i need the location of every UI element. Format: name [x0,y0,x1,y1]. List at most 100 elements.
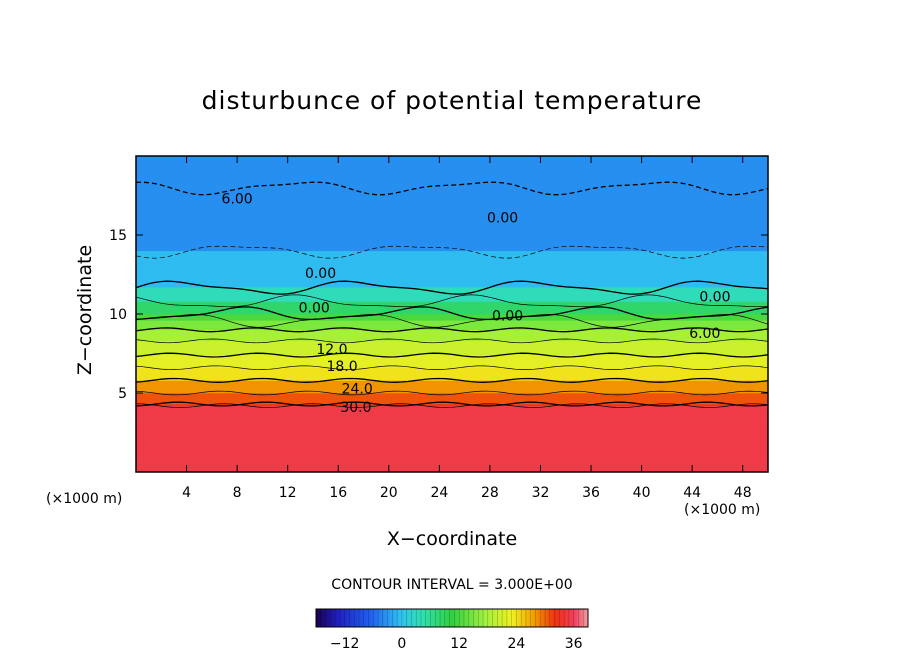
field-band [136,438,768,441]
field-band [136,351,768,354]
field-band [136,343,768,346]
contour-label: 0.00 [492,309,523,325]
field-band [136,383,768,386]
field-band [136,233,768,236]
field-band [136,444,768,448]
field-band [136,291,768,294]
field-band [136,465,768,468]
field-band [136,168,768,171]
contour-line [136,401,768,407]
field-band [136,448,768,451]
field-band [136,387,768,391]
field-band [136,275,768,278]
field-band [136,389,768,392]
field-band [136,212,768,215]
field-band [136,411,768,414]
field-band [136,454,768,457]
field-band [136,468,768,471]
field-band [136,165,768,168]
field-band [136,156,768,158]
field-band [136,301,768,304]
contour-labels: 6.00 0.00 0.00 0.00 0.00 0.00 6.00 12.018.0 24.0… [222,192,731,417]
colorbar [315,608,589,628]
field-band [136,266,768,269]
field-band [136,269,768,272]
colorbar-tick-label: 36 [565,636,583,652]
field-band [136,357,768,361]
field-band [136,179,768,182]
field-band [136,323,768,326]
field-band [136,193,768,196]
field-band [136,375,768,378]
colorbar-tick-label: 24 [508,636,526,652]
field-band [136,196,768,199]
field-band [136,376,768,380]
field-band [136,432,768,435]
x-tick-label: 12 [279,485,297,501]
contour-label: 0.00 [487,211,518,227]
field-band [136,271,768,274]
field-band [136,356,768,359]
field-band [136,274,768,277]
field-band [136,425,768,429]
contour-line [136,403,768,408]
y-tick-label: 10 [109,307,127,323]
field-band [136,158,768,162]
field-band [136,253,768,256]
x-axis: 4 8 12 16 20 24 28 32 36 40 44 48 [182,156,752,501]
field-band [136,305,768,308]
field-band [136,171,768,174]
field-band [136,419,768,422]
contour-label: 0.00 [305,266,336,282]
x-tick-label: 28 [481,485,499,501]
field-band [136,332,768,335]
field-band [136,282,768,285]
field-band [136,354,768,357]
x-tick-label: 32 [532,485,550,501]
field-band [136,446,768,449]
field-band [136,302,768,305]
field-band [136,250,768,253]
field-band [136,316,768,320]
field-band [136,241,768,244]
field-band [136,187,768,190]
y-tick-label: 5 [118,386,127,402]
field-band [136,394,768,397]
field-band [136,226,768,229]
field-band [136,399,768,402]
field-band [136,337,768,340]
field-band [136,413,768,416]
field-band [136,410,768,413]
contour-line [136,352,768,358]
field-band [136,433,768,436]
x-tick-label: 8 [233,485,242,501]
field-band [136,207,768,211]
field-band [136,267,768,271]
field-band [136,236,768,239]
field-band [136,334,768,337]
field-band [136,417,768,421]
field-band [136,229,768,233]
field-band [136,408,768,411]
contour-line [136,280,768,295]
field-band [136,173,768,176]
field-band [136,335,768,338]
field-band [136,231,768,234]
field-band [136,169,768,173]
field-band [136,242,768,245]
field-band [136,182,768,185]
colorbar-dividers [315,609,589,627]
field-band [136,215,768,218]
field-band [136,455,768,459]
field-band [136,350,768,353]
y-axis-label: Z−coordinate [74,244,96,376]
field-band [136,256,768,259]
field-band [136,452,768,455]
contour-label: 6.00 [689,326,720,342]
field-band [136,234,768,237]
field-band [136,217,768,220]
field-band [136,381,768,384]
contour-line [136,245,768,259]
contour-label: 6.00 [222,192,253,208]
